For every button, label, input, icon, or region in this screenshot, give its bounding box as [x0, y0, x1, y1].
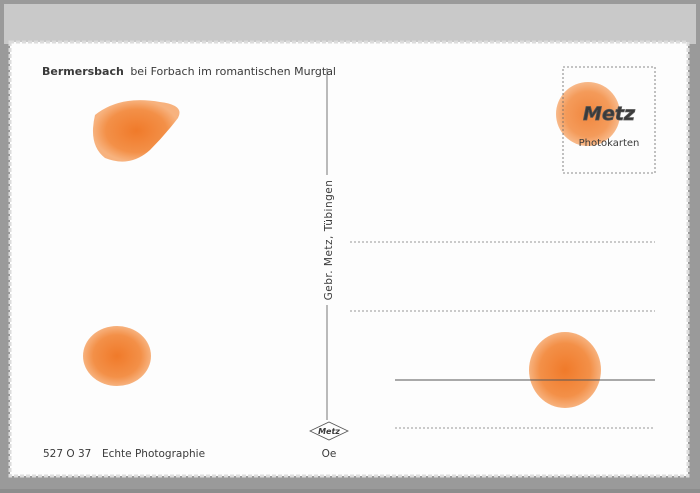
footer-logo: Metz [318, 427, 340, 436]
footer-mark: Oe [322, 448, 337, 460]
footer-code: 527 O 37 [43, 448, 91, 460]
footer-logo-frame [309, 421, 349, 441]
stamp-box [562, 66, 656, 174]
publisher: Gebr. Metz, Tübingen [323, 180, 335, 301]
footer-note: Echte Photographie [102, 448, 205, 460]
glue-spot [556, 82, 620, 146]
caption-rest: bei Forbach im romantischen Murgtal [130, 65, 336, 78]
caption: Bermersbach bei Forbach im romantischen … [42, 65, 336, 78]
stamp-label: Photokarten [579, 138, 640, 149]
glue-spot [529, 332, 601, 408]
stamp-logo: Metz [583, 103, 636, 125]
caption-place: Bermersbach [42, 65, 124, 78]
glue-spot [83, 326, 151, 386]
sleeve-top [4, 4, 696, 44]
glue-spot [92, 100, 180, 162]
